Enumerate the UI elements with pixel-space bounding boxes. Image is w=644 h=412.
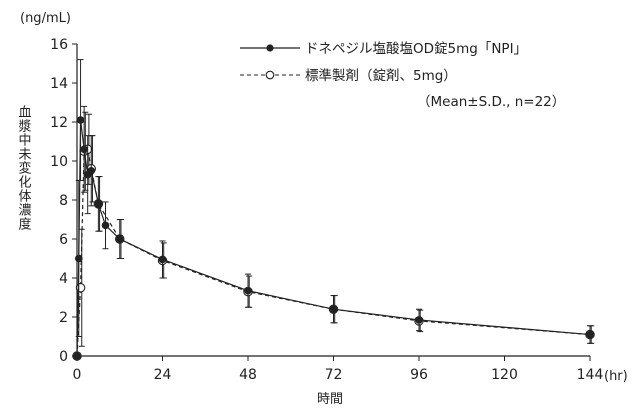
data-point	[115, 235, 124, 243]
data-point	[415, 316, 423, 324]
data-point	[244, 286, 252, 295]
x-axis-title: 時間	[317, 392, 343, 407]
y-tick-label: 4	[59, 271, 68, 287]
data-point	[158, 255, 167, 264]
x-tick-label: 144	[577, 367, 604, 383]
y-tick-label: 14	[50, 76, 68, 92]
series-line	[76, 148, 591, 357]
legend-label-standard: 標準製剤（錠剤、5mg）	[305, 68, 457, 84]
legend: ドネペジル塩酸塩OD錠5mg「NPI」 標準製剤（錠剤、5mg） （Mean±S…	[240, 41, 565, 110]
x-tick-label: 120	[491, 367, 518, 383]
series-layer	[72, 59, 595, 361]
y-tick-label: 12	[50, 115, 68, 131]
y-ticks: 0 2 4 6 8 10 12 14 16	[50, 37, 77, 365]
data-point	[101, 221, 110, 230]
data-point	[74, 254, 83, 263]
y-tick-label: 10	[50, 154, 68, 170]
x-tick-label: 24	[154, 367, 172, 383]
legend-note: （Mean±S.D., n=22）	[417, 94, 565, 110]
data-point	[80, 145, 88, 154]
y-tick-label: 2	[59, 310, 68, 326]
data-point	[586, 330, 594, 339]
legend-marker-npi	[266, 44, 274, 52]
data-point	[87, 166, 96, 175]
data-point	[94, 200, 103, 208]
x-tick-label: 0	[73, 367, 82, 383]
x-unit-label: (hr)	[604, 369, 628, 384]
legend-label-npi: ドネペジル塩酸塩OD錠5mg「NPI」	[305, 41, 527, 57]
y-tick-label: 0	[59, 349, 68, 365]
legend-marker-standard	[265, 70, 275, 80]
series-line	[76, 119, 591, 357]
x-tick-label: 48	[239, 367, 257, 383]
y-tick-label: 16	[50, 37, 68, 53]
x-tick-label: 72	[325, 367, 343, 383]
data-point	[73, 352, 81, 360]
y-axis-title: 血漿中未変化体濃度	[16, 105, 32, 231]
data-point	[329, 305, 338, 314]
series-npi	[73, 59, 594, 360]
x-tick-label: 96	[410, 367, 428, 383]
y-unit-label: (ng/mL)	[20, 11, 71, 26]
data-point	[76, 116, 85, 124]
y-tick-label: 6	[59, 232, 68, 248]
y-tick-label: 8	[59, 193, 68, 209]
x-ticks: 0 24 48 72 96 120 144	[73, 356, 604, 383]
